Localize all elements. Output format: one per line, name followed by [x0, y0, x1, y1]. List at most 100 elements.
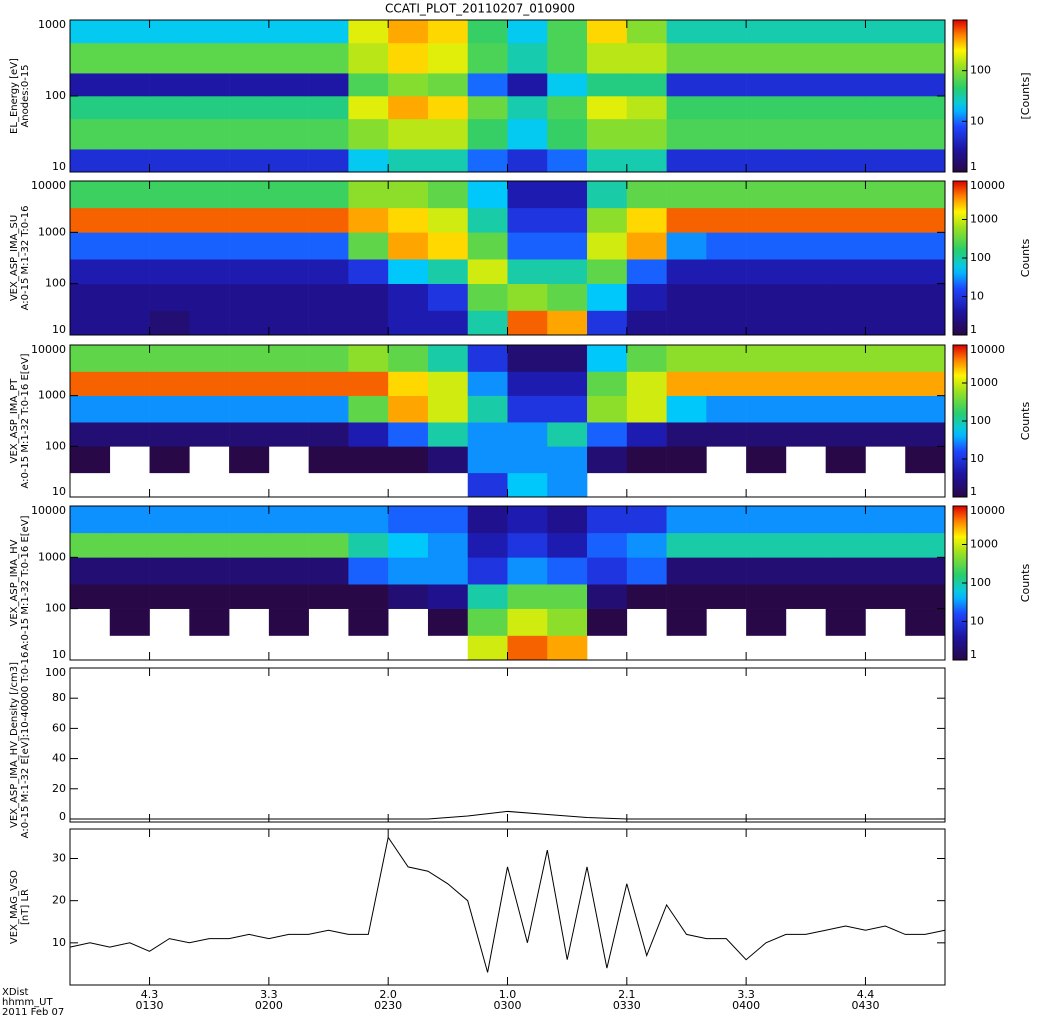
spectrogram-cell [666, 371, 707, 396]
spectrogram-cell [706, 118, 747, 150]
spectrogram-cell [70, 232, 111, 260]
spectrogram-cell [905, 283, 946, 311]
spectrogram-cell [229, 422, 270, 447]
spectrogram-cell [746, 232, 787, 260]
spectrogram-cell [587, 584, 628, 609]
spectrogram-cell [547, 118, 588, 150]
spectrogram-cell [666, 42, 707, 74]
spectrogram-cell [467, 283, 508, 311]
spectrogram-cell [308, 371, 349, 396]
spectrogram-cell [268, 608, 309, 636]
y-axis-label: A:0-15 M:1-32 E[eV]:10-40000 T:0-16 [20, 652, 31, 839]
spectrogram-cell [109, 181, 150, 209]
colorbar-label: Counts [1019, 564, 1032, 603]
spectrogram-cell [70, 149, 111, 173]
spectrogram-cell [825, 118, 866, 150]
spectrogram-cell [308, 310, 349, 336]
spectrogram-cell [388, 506, 429, 534]
spectrogram-cell [865, 232, 906, 260]
spectrogram-cell [427, 96, 469, 120]
spectrogram-cell [467, 259, 508, 284]
spectrogram-cell [388, 96, 429, 120]
spectrogram-cell [70, 283, 111, 311]
spectrogram-cell [388, 232, 429, 260]
colorbar-tick-label: 10000 [970, 343, 1005, 356]
spectrogram-cell [308, 118, 349, 150]
spectrogram-cell [229, 310, 270, 336]
spectrogram-cell [427, 207, 469, 233]
spectrogram-cell [587, 608, 628, 636]
spectrogram-cell [427, 532, 469, 558]
spectrogram-cell [189, 532, 230, 558]
spectrogram-cell [785, 149, 826, 173]
spectrogram-cell [905, 371, 946, 396]
spectrogram-cell [587, 149, 628, 173]
spectrogram-cell [507, 584, 548, 609]
spectrogram-cell [70, 422, 111, 447]
spectrogram-cell [189, 181, 230, 209]
spectrogram-cell [268, 96, 309, 120]
spectrogram-cell [70, 395, 111, 423]
spectrogram-cell [666, 532, 707, 558]
spectrogram-cell [268, 584, 309, 609]
spectrogram-cell [348, 232, 389, 260]
spectrogram-cell [507, 422, 548, 447]
spectrogram-cell [149, 532, 190, 558]
spectrogram-cell [666, 259, 707, 284]
spectrogram-cell [149, 42, 190, 74]
spectrogram-cell [825, 310, 866, 336]
spectrogram-cell [785, 73, 826, 97]
spectrogram-cell [268, 532, 309, 558]
y-axis-label: [nT] LR [20, 889, 31, 925]
spectrogram-cell [348, 422, 389, 447]
spectrogram-cell [467, 149, 508, 173]
x-axis-label: hhmm_UT [2, 997, 53, 1008]
spectrogram-cell [388, 310, 429, 336]
spectrogram-cell [388, 149, 429, 173]
y-tick-label: 20 [52, 782, 66, 795]
spectrogram-cell [348, 118, 389, 150]
spectrogram-cell [865, 149, 906, 173]
spectrogram-cell [825, 506, 866, 534]
spectrogram-cell [825, 557, 866, 585]
spectrogram-cell [825, 259, 866, 284]
spectrogram-cell [149, 557, 190, 585]
spectrogram-cell [109, 584, 150, 609]
xdist-tick-label: 4.3 [141, 988, 159, 1001]
spectrogram-cell [905, 345, 946, 372]
spectrogram-cell [268, 283, 309, 311]
spectrogram-cell [348, 42, 389, 74]
spectrogram-cell [70, 506, 111, 534]
spectrogram-cell [905, 118, 946, 150]
spectrogram-cell [706, 584, 747, 609]
colorbar-tick-label: 10000 [970, 179, 1005, 192]
spectrogram-cell [706, 395, 747, 423]
spectrogram-cell [865, 20, 906, 44]
spectrogram-cell [865, 310, 906, 336]
spectrogram-cell [70, 584, 111, 609]
spectrogram-cell [109, 395, 150, 423]
colorbar-tick-label: 100 [970, 576, 991, 589]
spectrogram-cell [308, 446, 349, 474]
spectrogram-cell [70, 96, 111, 120]
spectrogram-cell [268, 422, 309, 447]
spectrogram-cell [149, 506, 190, 534]
spectrogram-cell [666, 181, 707, 209]
spectrogram-cell [109, 20, 150, 44]
y-tick-label: 100 [45, 666, 66, 679]
spectrogram-cell [388, 345, 429, 372]
spectrogram-cell [547, 395, 588, 423]
spectrogram-cell [905, 42, 946, 74]
spectrogram-cell [706, 96, 747, 120]
spectrogram-cell [547, 20, 588, 44]
spectrogram-cell [507, 42, 548, 74]
x-tick-label: 0430 [851, 999, 879, 1012]
spectrogram-cell [70, 118, 111, 150]
spectrogram-cell [706, 259, 747, 284]
spectrogram-cell [268, 118, 309, 150]
spectrogram-cell [348, 557, 389, 585]
y-tick-label: 10 [52, 160, 66, 173]
spectrogram-cell [626, 73, 667, 97]
spectrogram-cell [825, 422, 866, 447]
spectrogram-cell [746, 259, 787, 284]
